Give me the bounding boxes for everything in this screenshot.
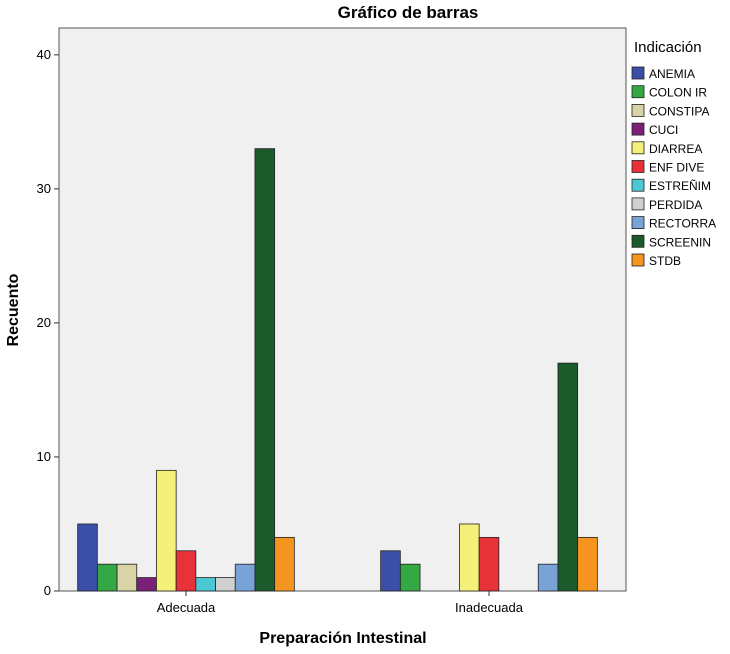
legend-swatch bbox=[631, 122, 645, 136]
x-axis: Adecuada Inadecuada bbox=[157, 591, 524, 615]
bar-perdida-adecuada bbox=[215, 577, 236, 592]
legend-swatch bbox=[631, 160, 645, 173]
legend-title: Indicación bbox=[634, 39, 702, 56]
legend-swatch bbox=[631, 66, 645, 80]
bar-screenin-inadecuada bbox=[557, 362, 579, 592]
bar-rectorra-adecuada bbox=[234, 563, 256, 592]
bar-stdb-adecuada bbox=[274, 536, 295, 592]
bar-stdb-inadecuada bbox=[577, 536, 598, 592]
legend-swatch bbox=[631, 253, 645, 267]
bar-anemia-inadecuada bbox=[380, 550, 401, 592]
plot-area bbox=[58, 27, 627, 592]
legend-label: CUCI bbox=[649, 123, 678, 137]
y-tick-label: 10 bbox=[37, 449, 51, 464]
legend-label: RECTORRA bbox=[649, 217, 716, 231]
bar-enf-dive-inadecuada bbox=[478, 536, 500, 592]
bar-screenin-adecuada bbox=[254, 148, 276, 592]
y-tick-label: 0 bbox=[44, 583, 51, 598]
y-axis: 0 10 20 30 40 bbox=[37, 47, 59, 598]
bar-estreñim-adecuada bbox=[195, 577, 216, 592]
bar-colon-ir-adecuada bbox=[96, 563, 118, 592]
y-tick-label: 30 bbox=[37, 181, 51, 196]
legend-label: ENF DIVE bbox=[649, 161, 704, 175]
legend-swatch bbox=[631, 141, 645, 155]
legend-label: SCREENIN bbox=[649, 235, 711, 249]
x-tick-label: Adecuada bbox=[157, 600, 216, 615]
x-axis-title: Preparación Intestinal bbox=[259, 630, 426, 647]
y-axis-title: Recuento bbox=[5, 273, 22, 346]
x-tick-label: Inadecuada bbox=[455, 600, 524, 615]
legend-swatch bbox=[631, 178, 645, 192]
legend-label: STDB bbox=[649, 254, 681, 268]
chart-title: Gráfico de barras bbox=[338, 3, 479, 22]
legend-label: CONSTIPA bbox=[649, 104, 709, 118]
y-tick-label: 40 bbox=[37, 47, 51, 62]
legend-label: ANEMIA bbox=[649, 67, 695, 81]
legend: Indicación ANEMIA COLON IR CONSTIPA CUCI DIA… bbox=[631, 39, 716, 268]
bar-enf-dive-adecuada bbox=[175, 550, 197, 592]
bar-diarrea-inadecuada bbox=[459, 523, 480, 592]
legend-label: DIARREA bbox=[649, 142, 702, 156]
legend-label: PERDIDA bbox=[649, 198, 702, 212]
y-tick-label: 20 bbox=[37, 315, 51, 330]
legend-label: ESTREÑIM bbox=[649, 179, 711, 193]
bar-diarrea-adecuada bbox=[156, 469, 177, 592]
bar-rectorra-inadecuada bbox=[537, 563, 559, 592]
bar-constipa-adecuada bbox=[116, 563, 138, 592]
bar-anemia-adecuada bbox=[77, 523, 98, 592]
bars-group bbox=[77, 148, 598, 592]
bar-cuci-adecuada bbox=[136, 577, 157, 592]
legend-swatch bbox=[631, 197, 645, 211]
legend-label: COLON IR bbox=[649, 86, 707, 100]
legend-swatch bbox=[631, 104, 645, 117]
legend-swatch bbox=[631, 216, 645, 230]
legend-swatch bbox=[631, 85, 645, 99]
legend-swatch bbox=[631, 234, 645, 248]
bar-colon-ir-inadecuada bbox=[399, 563, 421, 592]
